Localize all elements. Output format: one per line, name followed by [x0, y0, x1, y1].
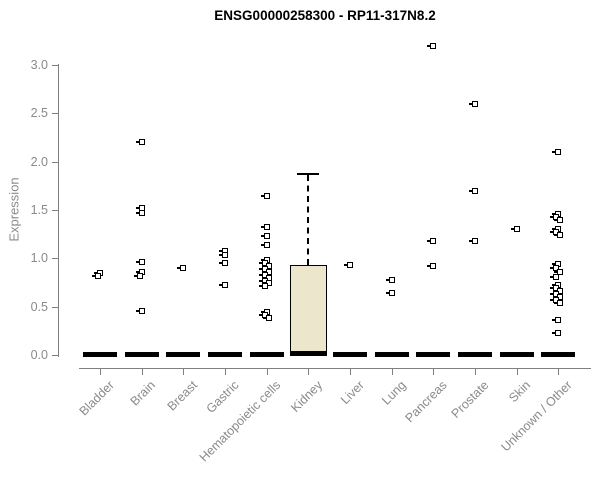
outlier-point: [177, 264, 187, 271]
x-axis-tick: [558, 369, 560, 375]
outlier-point: [262, 315, 272, 322]
outlier-point: [550, 264, 560, 271]
x-axis-label: Breast: [164, 378, 201, 414]
y-tick-label: 0.5: [30, 299, 48, 314]
collapsed-box-bar: [83, 352, 117, 358]
upper-whisker-line: [307, 175, 310, 266]
x-axis-label: Hematopoietic cells: [196, 378, 284, 465]
outlier-point: [427, 263, 437, 270]
outlier-point: [92, 272, 101, 279]
outlier-point: [427, 237, 437, 244]
y-axis-tick: [52, 209, 58, 211]
x-axis-label: Prostate: [448, 378, 492, 421]
box: [290, 265, 328, 353]
x-axis-label: Brain: [128, 378, 159, 409]
outlier-point: [260, 233, 270, 240]
outlier-point: [552, 148, 562, 155]
x-axis-label: Kidney: [288, 378, 326, 415]
x-axis-tick: [516, 369, 518, 375]
y-axis-line: [58, 63, 59, 357]
y-tick-label: 3.0: [30, 57, 48, 72]
x-axis-label: Liver: [337, 378, 367, 408]
collapsed-box-bar: [416, 352, 451, 358]
x-axis-tick: [308, 369, 310, 375]
outlier-point: [510, 226, 520, 233]
median-bar: [290, 351, 328, 357]
x-axis-label: Bladder: [76, 378, 117, 419]
outlier-point: [133, 272, 143, 279]
y-tick-label: 2.0: [30, 154, 48, 169]
collapsed-box-bar: [207, 352, 242, 358]
collapsed-box-bar: [457, 352, 492, 358]
outlier-point: [218, 252, 228, 259]
x-axis-tick: [224, 369, 226, 375]
outlier-point: [468, 100, 478, 107]
outlier-point: [427, 42, 437, 49]
x-axis-label: Skin: [506, 378, 534, 406]
outlier-point: [554, 232, 564, 239]
collapsed-box-bar: [249, 352, 284, 358]
x-axis-tick: [474, 369, 476, 375]
x-axis-tick: [183, 369, 185, 375]
x-axis-tick: [100, 369, 101, 375]
outlier-point: [135, 307, 145, 314]
outlier-point: [385, 290, 395, 297]
outlier-point: [135, 139, 145, 146]
x-axis-label: Lung: [378, 378, 409, 408]
outlier-point: [218, 282, 228, 289]
x-axis-tick: [433, 369, 435, 375]
y-axis-tick: [52, 113, 58, 115]
y-axis-tick: [52, 64, 58, 66]
outlier-point: [468, 237, 478, 244]
x-axis-label: Pancreas: [402, 378, 451, 426]
outlier-point: [218, 260, 228, 267]
outlier-point: [258, 283, 268, 290]
outlier-point: [260, 193, 270, 200]
x-axis-label: Gastric: [203, 378, 242, 416]
y-axis-tick: [52, 306, 58, 308]
x-axis-tick: [349, 369, 351, 375]
x-axis-line: [79, 368, 591, 369]
collapsed-box-bar: [541, 352, 576, 358]
y-axis-tick: [52, 161, 58, 163]
chart-title: ENSG00000258300 - RP11-317N8.2: [214, 8, 436, 23]
upper-whisker-cap: [297, 173, 320, 176]
outlier-point: [385, 276, 395, 283]
y-tick-label: 1.5: [30, 202, 48, 217]
collapsed-box-bar: [499, 352, 534, 358]
collapsed-box-bar: [332, 352, 367, 358]
outlier-point: [550, 273, 560, 280]
y-tick-label: 1.0: [30, 251, 48, 266]
x-axis-tick: [141, 369, 143, 375]
outlier-point: [554, 299, 564, 306]
y-axis-tick: [52, 355, 58, 356]
outlier-point: [554, 268, 564, 275]
x-axis-tick: [266, 369, 268, 375]
x-axis-tick: [391, 369, 393, 375]
outlier-point: [260, 224, 270, 231]
outlier-point: [554, 216, 564, 223]
collapsed-box-bar: [166, 352, 201, 358]
collapsed-box-bar: [374, 352, 409, 358]
outlier-point: [468, 187, 478, 194]
outlier-point: [552, 329, 562, 336]
outlier-point: [552, 317, 562, 324]
y-axis-tick: [52, 258, 58, 260]
outlier-point: [135, 209, 145, 216]
y-tick-label: 0.0: [30, 348, 48, 362]
y-tick-label: 2.5: [30, 106, 48, 121]
outlier-point: [135, 259, 145, 266]
outlier-point: [343, 262, 353, 269]
outlier-point: [260, 241, 270, 248]
collapsed-box-bar: [124, 352, 159, 358]
